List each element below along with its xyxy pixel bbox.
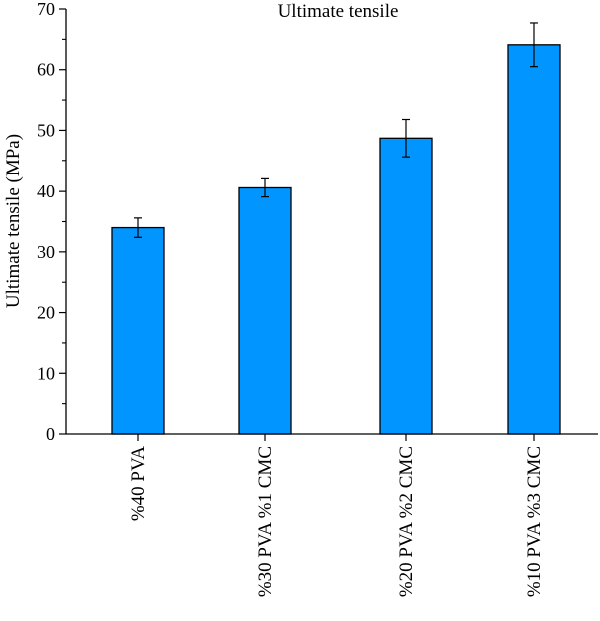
y-tick-label: 0	[46, 424, 55, 444]
bar	[379, 137, 433, 435]
y-tick-label: 20	[37, 303, 55, 323]
y-tick-label: 60	[37, 60, 55, 80]
y-axis-label: Ultimate tensile (MPa)	[3, 134, 24, 308]
bars	[111, 44, 561, 435]
x-category-label: %10 PVA %3 CMC	[524, 446, 545, 597]
x-category-label: %30 PVA %1 CMC	[255, 446, 276, 597]
x-category-label: %20 PVA %2 CMC	[396, 446, 417, 597]
bar	[507, 44, 561, 435]
chart-title: Ultimate tensile	[278, 1, 399, 22]
x-category-label: %40 PVA	[128, 446, 149, 521]
y-tick-label: 10	[37, 363, 55, 383]
y-tick-label: 70	[37, 0, 55, 19]
bar	[238, 186, 292, 435]
labels: 0 10 20 30 40 50 60 70 %40 PVA %30 PVA %1 CMC %20 …	[37, 0, 545, 597]
y-tick-label: 50	[37, 120, 55, 140]
y-tick-label: 40	[37, 181, 55, 201]
y-tick-label: 30	[37, 242, 55, 262]
error-bars	[134, 22, 538, 238]
bar	[111, 226, 165, 435]
